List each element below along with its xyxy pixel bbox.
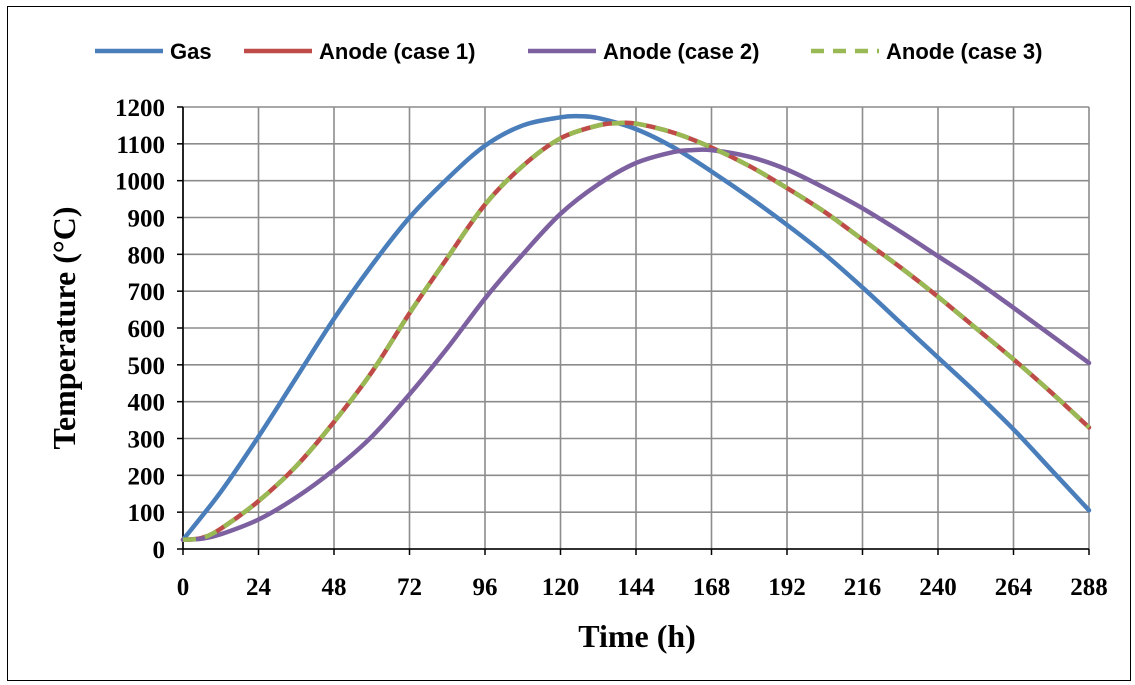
x-axis-title: Time (h): [578, 618, 696, 654]
x-tick-label: 168: [693, 574, 731, 601]
y-axis-title: Temperature (°C): [46, 207, 82, 450]
tick-labels: 0100200300400500600700800900100011001200…: [115, 95, 1108, 601]
y-tick-label: 700: [128, 279, 166, 306]
x-tick-label: 144: [617, 574, 655, 601]
x-tick-label: 72: [397, 574, 422, 601]
series-line-1: [180, 113, 1092, 543]
x-tick-label: 120: [542, 574, 580, 601]
y-tick-label: 600: [128, 316, 166, 343]
y-tick-label: 1100: [116, 132, 165, 159]
x-tick-label: 96: [473, 574, 498, 601]
y-tick-label: 100: [128, 500, 166, 527]
x-tick-label: 264: [995, 574, 1033, 601]
y-tick-label: 200: [128, 463, 166, 490]
legend-label-3: Anode (case 2): [603, 39, 760, 64]
legend-label-2: Anode (case 1): [319, 39, 476, 64]
legend-label-1: Gas: [170, 39, 212, 64]
y-tick-label: 1000: [115, 169, 165, 196]
x-tick-label: 240: [919, 574, 957, 601]
series-lines: [180, 113, 1092, 543]
x-tick-label: 0: [177, 574, 190, 601]
y-tick-label: 0: [153, 537, 166, 564]
axes: [177, 106, 1090, 555]
x-tick-label: 24: [246, 574, 272, 601]
x-tick-label: 288: [1070, 574, 1108, 601]
y-tick-label: 800: [128, 242, 166, 269]
legend: Gas Anode (case 1) Anode (case 2) Anode (ca…: [95, 39, 1043, 64]
series-line-3: [180, 147, 1092, 543]
y-tick-label: 300: [128, 427, 166, 454]
y-tick-label: 900: [128, 206, 166, 233]
x-tick-label: 192: [768, 574, 806, 601]
y-tick-label: 500: [128, 353, 166, 380]
y-tick-label: 1200: [115, 95, 165, 122]
x-tick-label: 216: [844, 574, 882, 601]
x-tick-label: 48: [322, 574, 347, 601]
y-tick-label: 400: [128, 390, 166, 417]
legend-label-4: Anode (case 3): [886, 39, 1043, 64]
series-line-4: [182, 120, 1091, 543]
